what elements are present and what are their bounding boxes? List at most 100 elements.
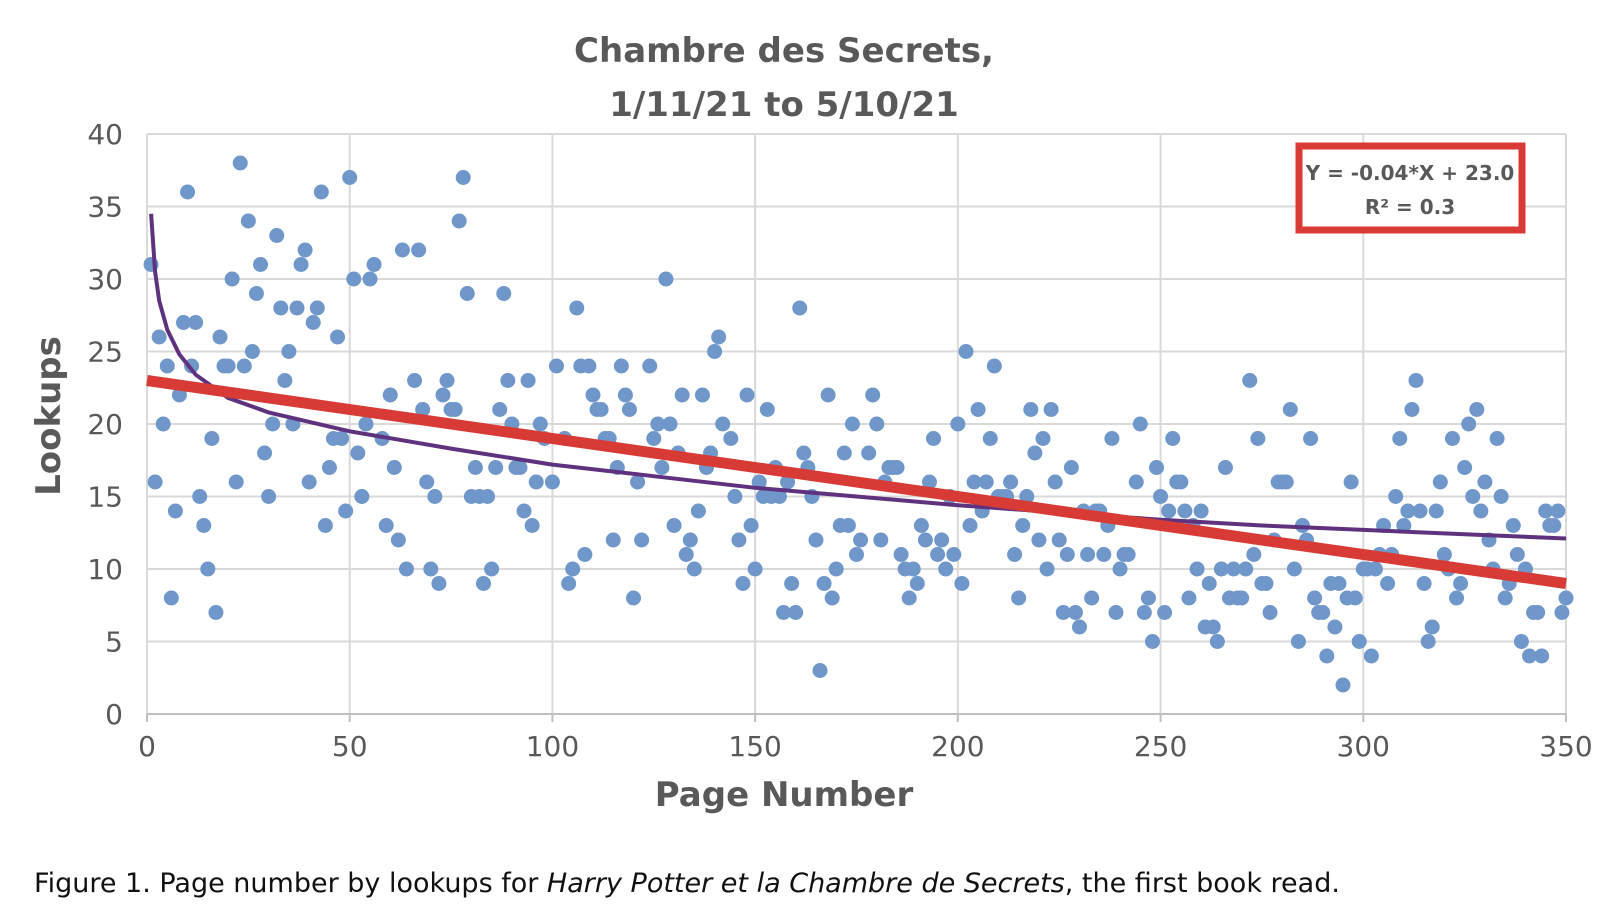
- x-tick-label: 250: [1134, 730, 1187, 763]
- data-point: [1396, 518, 1412, 533]
- data-point: [776, 605, 792, 620]
- data-point: [261, 489, 277, 504]
- data-point: [1327, 619, 1343, 635]
- data-point: [1319, 648, 1335, 664]
- figure-caption: Figure 1. Page number by lookups for Har…: [34, 868, 1340, 899]
- data-point: [938, 561, 954, 577]
- data-point: [690, 503, 706, 519]
- data-point: [1132, 416, 1148, 432]
- data-point: [1546, 518, 1562, 533]
- data-point: [269, 228, 285, 243]
- data-point: [1104, 431, 1120, 446]
- data-point: [982, 431, 998, 446]
- data-point: [581, 358, 597, 374]
- data-point: [844, 416, 860, 432]
- data-point: [346, 271, 362, 287]
- data-point: [532, 416, 548, 432]
- data-point: [524, 518, 540, 533]
- data-point: [382, 387, 398, 403]
- equation-box: [1295, 142, 1526, 234]
- data-point: [682, 532, 698, 548]
- data-point: [889, 460, 905, 475]
- data-point: [743, 518, 759, 533]
- data-point: [1047, 474, 1063, 490]
- x-tick-label: 150: [728, 730, 781, 763]
- data-point: [362, 271, 378, 287]
- x-tick-label: 0: [138, 730, 156, 763]
- data-point: [1003, 474, 1019, 490]
- data-point: [1140, 590, 1156, 606]
- data-point: [905, 561, 921, 577]
- data-point: [171, 387, 187, 403]
- data-point: [930, 547, 946, 562]
- data-point: [467, 460, 483, 475]
- data-point: [654, 460, 670, 475]
- data-point: [155, 416, 171, 432]
- data-point: [796, 445, 812, 461]
- data-point: [394, 242, 410, 258]
- data-point: [1011, 590, 1027, 606]
- data-point: [1067, 605, 1083, 620]
- y-tick-label: 20: [87, 408, 123, 441]
- data-point: [435, 387, 451, 403]
- data-point: [901, 590, 917, 606]
- data-point: [208, 605, 224, 620]
- data-point: [1080, 547, 1096, 562]
- data-point: [1246, 547, 1262, 562]
- data-point: [759, 402, 775, 417]
- data-point: [1554, 605, 1570, 620]
- data-point: [986, 358, 1002, 374]
- data-point: [694, 387, 710, 403]
- data-point: [305, 315, 321, 330]
- data-point: [1209, 634, 1225, 649]
- data-point: [1424, 619, 1440, 635]
- data-point: [1217, 460, 1233, 475]
- data-point: [257, 445, 273, 461]
- data-point: [1161, 503, 1177, 519]
- data-point: [1461, 416, 1477, 432]
- data-point: [1465, 489, 1481, 504]
- data-point: [1051, 532, 1067, 548]
- data-point: [1201, 576, 1217, 591]
- data-point: [715, 416, 731, 432]
- data-point: [828, 561, 844, 577]
- data-point: [224, 271, 240, 287]
- data-point: [200, 561, 216, 577]
- data-point: [220, 358, 236, 374]
- data-point: [1286, 561, 1302, 577]
- data-point: [407, 373, 423, 388]
- data-point: [1331, 576, 1347, 591]
- data-point: [476, 576, 492, 591]
- data-point: [228, 474, 244, 490]
- data-point: [342, 170, 358, 185]
- data-point: [853, 532, 869, 548]
- data-point: [658, 271, 674, 287]
- data-point: [873, 532, 889, 548]
- data-point: [492, 402, 508, 417]
- data-point: [180, 184, 196, 200]
- data-point: [480, 489, 496, 504]
- data-point: [297, 242, 313, 258]
- data-point: [1234, 590, 1250, 606]
- data-point: [934, 532, 950, 548]
- data-point: [516, 503, 532, 519]
- data-point: [1043, 402, 1059, 417]
- data-point: [431, 576, 447, 591]
- data-point: [1303, 431, 1319, 446]
- data-point: [330, 329, 346, 345]
- data-point: [1392, 431, 1408, 446]
- x-tick-label: 300: [1337, 730, 1390, 763]
- data-point: [630, 474, 646, 490]
- data-point: [1015, 518, 1031, 533]
- data-point: [1489, 431, 1505, 446]
- data-point: [1538, 503, 1554, 519]
- data-point: [163, 590, 179, 606]
- data-point: [792, 300, 808, 316]
- data-point: [1388, 489, 1404, 504]
- data-point: [1550, 503, 1566, 519]
- data-point: [1522, 648, 1538, 664]
- data-point: [1278, 474, 1294, 490]
- data-point: [301, 474, 317, 490]
- data-point: [950, 416, 966, 432]
